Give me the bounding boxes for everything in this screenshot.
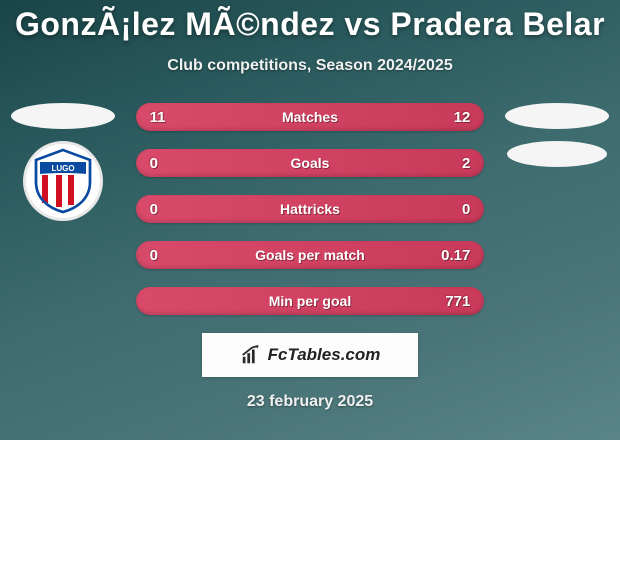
stat-left-value: 0 [150, 247, 190, 264]
stat-left-value: 11 [150, 109, 190, 126]
stat-row-matches: 11 Matches 12 [136, 103, 485, 131]
stat-right-value: 2 [430, 155, 470, 172]
left-player-column: LUGO [8, 103, 118, 221]
snapshot-date: 23 february 2025 [0, 393, 620, 411]
stat-row-goals-per-match: 0 Goals per match 0.17 [136, 241, 485, 269]
stat-label: Min per goal [269, 293, 351, 309]
stat-left-value: 0 [150, 155, 190, 172]
stat-right-value: 771 [430, 293, 470, 310]
page-subtitle: Club competitions, Season 2024/2025 [0, 57, 620, 75]
stat-label: Hattricks [280, 201, 340, 217]
page-title: GonzÃ¡lez MÃ©ndez vs Pradera Belar [0, 6, 620, 43]
left-player-club-badge: LUGO [23, 141, 103, 221]
main-row: LUGO 11 Matches 12 [0, 103, 620, 315]
comparison-card: GonzÃ¡lez MÃ©ndez vs Pradera Belar Club … [0, 0, 620, 440]
stat-row-min-per-goal: Min per goal 771 [136, 287, 485, 315]
stat-right-value: 0.17 [430, 247, 470, 264]
stats-column: 11 Matches 12 0 Goals 2 0 Hattricks 0 0 … [136, 103, 485, 315]
blank-area [0, 440, 620, 580]
right-player-club-placeholder [507, 141, 607, 167]
stat-right-value: 0 [430, 201, 470, 218]
stat-left-value: 0 [150, 201, 190, 218]
stat-row-goals: 0 Goals 2 [136, 149, 485, 177]
brand-text: FcTables.com [268, 345, 381, 365]
right-player-avatar-placeholder [505, 103, 609, 129]
stat-label: Goals per match [255, 247, 365, 263]
chart-icon [240, 344, 262, 366]
club-badge-lugo-icon: LUGO [28, 146, 98, 216]
stat-label: Matches [282, 109, 338, 125]
left-player-avatar-placeholder [11, 103, 115, 129]
svg-text:LUGO: LUGO [51, 164, 74, 173]
stat-row-hattricks: 0 Hattricks 0 [136, 195, 485, 223]
brand-box[interactable]: FcTables.com [202, 333, 418, 377]
stat-right-value: 12 [430, 109, 470, 126]
stat-label: Goals [291, 155, 330, 171]
right-player-column [502, 103, 612, 167]
